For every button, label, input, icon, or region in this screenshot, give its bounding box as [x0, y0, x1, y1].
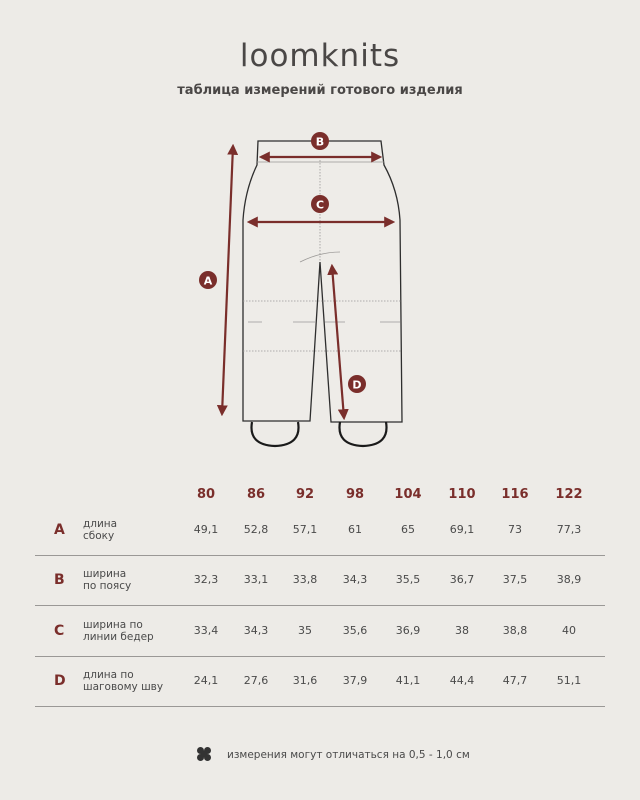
table-cell: 27,6	[243, 674, 269, 687]
marker-b: B	[311, 132, 329, 150]
table-cell: 52,8	[243, 523, 269, 536]
size-header-122: 122	[555, 487, 583, 502]
row-letter: B	[54, 572, 65, 588]
table-cell: 49,1	[193, 523, 219, 536]
table-cell: 37,9	[342, 674, 368, 687]
measure-arrows	[216, 143, 396, 421]
arrow-d	[327, 263, 349, 421]
table-cell: 33,1	[243, 573, 269, 586]
right-foot-strap	[338, 421, 388, 448]
table-cell: 35	[298, 624, 312, 637]
row-label: ширина по поясу	[83, 568, 132, 592]
table-cell: 36,7	[449, 573, 475, 586]
row-letter: C	[54, 623, 65, 639]
table-cell: 40	[562, 624, 576, 637]
row-letter: A	[54, 522, 65, 538]
row-label: ширина по линии бедер	[83, 619, 154, 643]
size-header-110: 110	[448, 487, 476, 502]
size-header-86: 86	[246, 487, 266, 502]
table-cell: 35,5	[395, 573, 421, 586]
brand-logo: loomknits	[239, 38, 401, 74]
table-cell: 38,9	[556, 573, 582, 586]
table-cell: 36,9	[395, 624, 421, 637]
page-subtitle: таблица измерений готового изделия	[177, 83, 463, 98]
table-cell: 69,1	[449, 523, 475, 536]
table-cell: 77,3	[556, 523, 582, 536]
table-cell: 32,3	[193, 573, 219, 586]
arrow-a	[216, 143, 239, 417]
svg-text:B: B	[316, 136, 324, 149]
table-cell: 33,8	[292, 573, 318, 586]
foot-straps	[250, 421, 388, 448]
table-cell: 47,7	[502, 674, 528, 687]
size-header-80: 80	[196, 487, 216, 502]
table-cell: 38,8	[502, 624, 528, 637]
table-cell: 33,4	[193, 624, 219, 637]
table-cell: 51,1	[556, 674, 582, 687]
size-header-98: 98	[345, 487, 365, 502]
size-header-104: 104	[394, 487, 422, 502]
svg-text:A: A	[204, 275, 213, 288]
table-cell: 57,1	[292, 523, 318, 536]
disclaimer-note: измерения могут отличаться на 0,5 - 1,0 …	[227, 749, 470, 761]
row-label: длина по шаговому шву	[83, 669, 164, 693]
left-foot-strap	[250, 421, 300, 448]
table-cell: 31,6	[292, 674, 318, 687]
svg-text:C: C	[316, 199, 324, 212]
table-cell: 24,1	[193, 674, 219, 687]
table-cell: 73	[508, 523, 522, 536]
table-cell: 44,4	[449, 674, 475, 687]
size-header-92: 92	[295, 487, 315, 502]
clover-icon	[197, 747, 211, 761]
marker-c: C	[311, 195, 329, 213]
table-cell: 35,6	[342, 624, 368, 637]
table-cell: 34,3	[342, 573, 368, 586]
table-cell: 37,5	[502, 573, 528, 586]
marker-a: A	[199, 271, 217, 289]
marker-d: D	[348, 375, 366, 393]
table-cell: 61	[348, 523, 362, 536]
table-cell: 34,3	[243, 624, 269, 637]
row-letter: D	[54, 673, 66, 689]
pants-outline	[242, 140, 403, 423]
table-cell: 38	[455, 624, 469, 637]
size-header-116: 116	[501, 487, 529, 502]
row-label: длина сбоку	[83, 518, 118, 542]
table-cell: 41,1	[395, 674, 421, 687]
table-cell: 65	[401, 523, 415, 536]
svg-text:D: D	[352, 379, 361, 392]
